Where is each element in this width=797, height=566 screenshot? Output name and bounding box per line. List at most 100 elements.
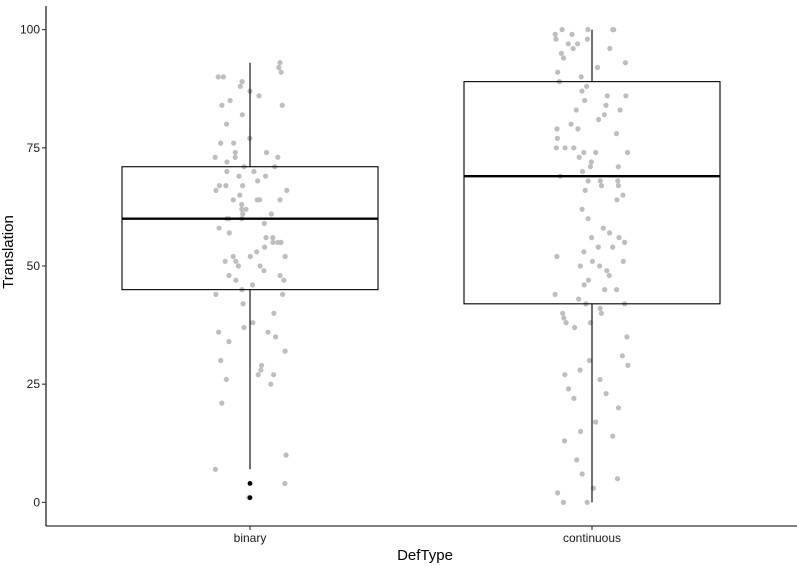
jitter-point-continuous-75 [552,291,558,297]
jitter-point-binary-13 [223,121,230,127]
y-tick-label-100: 100 [20,23,40,37]
jitter-point-binary-41 [243,206,249,212]
jitter-point-continuous-57 [607,230,613,236]
x-tick-label-binary: binary [234,531,267,545]
jitter-point-continuous-52 [620,192,626,198]
jitter-point-continuous-69 [604,268,610,274]
jitter-point-continuous-60 [622,239,628,245]
jitter-point-binary-27 [236,173,242,179]
jitter-point-continuous-6 [584,36,591,42]
x-tick-label-continuous: continuous [563,531,621,545]
jitter-point-binary-49 [216,225,222,231]
jitter-point-continuous-32 [613,131,620,137]
outlier-point-binary-0 [247,481,253,486]
jitter-point-continuous-50 [598,183,605,189]
jitter-point-binary-33 [213,187,219,193]
jitter-point-continuous-23 [582,97,588,104]
jitter-point-binary-63 [235,263,241,269]
jitter-point-binary-19 [232,154,238,160]
jitter-point-binary-50 [226,230,232,236]
jitter-point-continuous-15 [594,64,601,71]
jitter-point-continuous-103 [614,476,621,482]
jitter-point-continuous-59 [589,235,595,241]
jitter-point-binary-22 [224,159,230,165]
jitter-point-continuous-90 [577,367,583,373]
jitter-point-continuous-49 [615,183,622,189]
jitter-point-binary-73 [280,291,286,297]
jitter-point-continuous-19 [584,83,590,89]
jitter-point-binary-66 [226,272,232,279]
jitter-point-binary-79 [265,329,271,335]
jitter-point-continuous-20 [579,88,585,94]
jitter-point-continuous-27 [601,112,608,118]
jitter-point-continuous-12 [558,50,565,56]
jitter-point-continuous-79 [597,305,603,312]
jitter-point-continuous-97 [593,419,599,425]
jitter-point-continuous-61 [595,244,601,250]
jitter-point-continuous-86 [624,334,630,340]
jitter-point-binary-81 [226,339,232,345]
jitter-point-binary-6 [237,83,243,89]
jitter-point-binary-92 [212,466,218,472]
jitter-point-binary-87 [271,372,277,378]
jitter-point-continuous-73 [614,287,620,293]
jitter-point-binary-78 [216,329,222,335]
jitter-point-binary-11 [279,102,285,108]
x-axis-title: DefType [397,547,453,564]
jitter-point-continuous-48 [585,178,591,184]
box-binary [121,166,379,291]
jitter-point-continuous-42 [615,164,621,170]
jitter-point-continuous-67 [597,263,603,269]
jitter-point-continuous-76 [576,296,582,302]
jitter-point-continuous-65 [620,258,626,264]
jitter-point-continuous-101 [574,457,580,463]
jitter-point-binary-60 [230,253,236,260]
jitter-point-continuous-70 [606,272,612,279]
jitter-point-continuous-82 [561,315,567,321]
jitter-point-continuous-5 [569,31,575,37]
jitter-point-continuous-4 [552,31,558,37]
jitter-point-binary-28 [262,173,269,179]
jitter-point-continuous-95 [571,395,577,401]
jitter-point-binary-70 [250,282,256,288]
jitter-point-continuous-38 [593,149,599,156]
jitter-point-binary-44 [240,211,246,217]
jitter-point-continuous-93 [565,386,572,392]
jitter-point-continuous-53 [614,197,620,203]
jitter-point-binary-10 [219,102,225,108]
jitter-point-binary-25 [224,168,230,175]
jitter-point-binary-37 [254,197,260,203]
jitter-point-continuous-85 [572,324,578,331]
jitter-point-binary-9 [227,97,233,104]
jitter-point-continuous-80 [560,310,566,316]
jitter-point-continuous-39 [581,149,587,156]
jitter-point-continuous-40 [576,154,582,160]
y-tick-label-25: 25 [27,377,41,391]
jitter-point-binary-29 [255,178,261,184]
jitter-point-binary-91 [283,452,289,458]
jitter-point-binary-15 [231,140,237,146]
axes: 0 25 50 75 100 binary continuous [20,6,797,545]
jitter-point-continuous-30 [575,126,581,132]
jitter-point-binary-40 [239,201,245,208]
jitter-point-continuous-36 [571,145,577,151]
jitter-point-continuous-99 [610,433,616,439]
jitter-point-continuous-100 [561,438,568,444]
jitter-point-continuous-71 [585,277,592,283]
boxes [121,29,721,503]
y-tick-label-75: 75 [27,141,41,155]
jitter-point-continuous-33 [554,135,561,141]
jitter-point-binary-0 [276,64,282,71]
jitter-point-continuous-51 [582,187,588,193]
jitter-point-binary-86 [255,372,261,378]
jitter-point-binary-77 [241,324,247,331]
jitter-point-binary-30 [216,183,222,189]
jitter-point-binary-26 [251,168,257,175]
jitter-point-binary-12 [239,112,245,118]
jitter-point-binary-82 [282,348,288,354]
jitter-points [212,27,631,505]
jitter-point-binary-90 [219,400,225,406]
jitter-point-binary-58 [247,253,253,260]
jitter-point-binary-35 [237,192,243,198]
jitter-point-continuous-21 [623,93,629,99]
